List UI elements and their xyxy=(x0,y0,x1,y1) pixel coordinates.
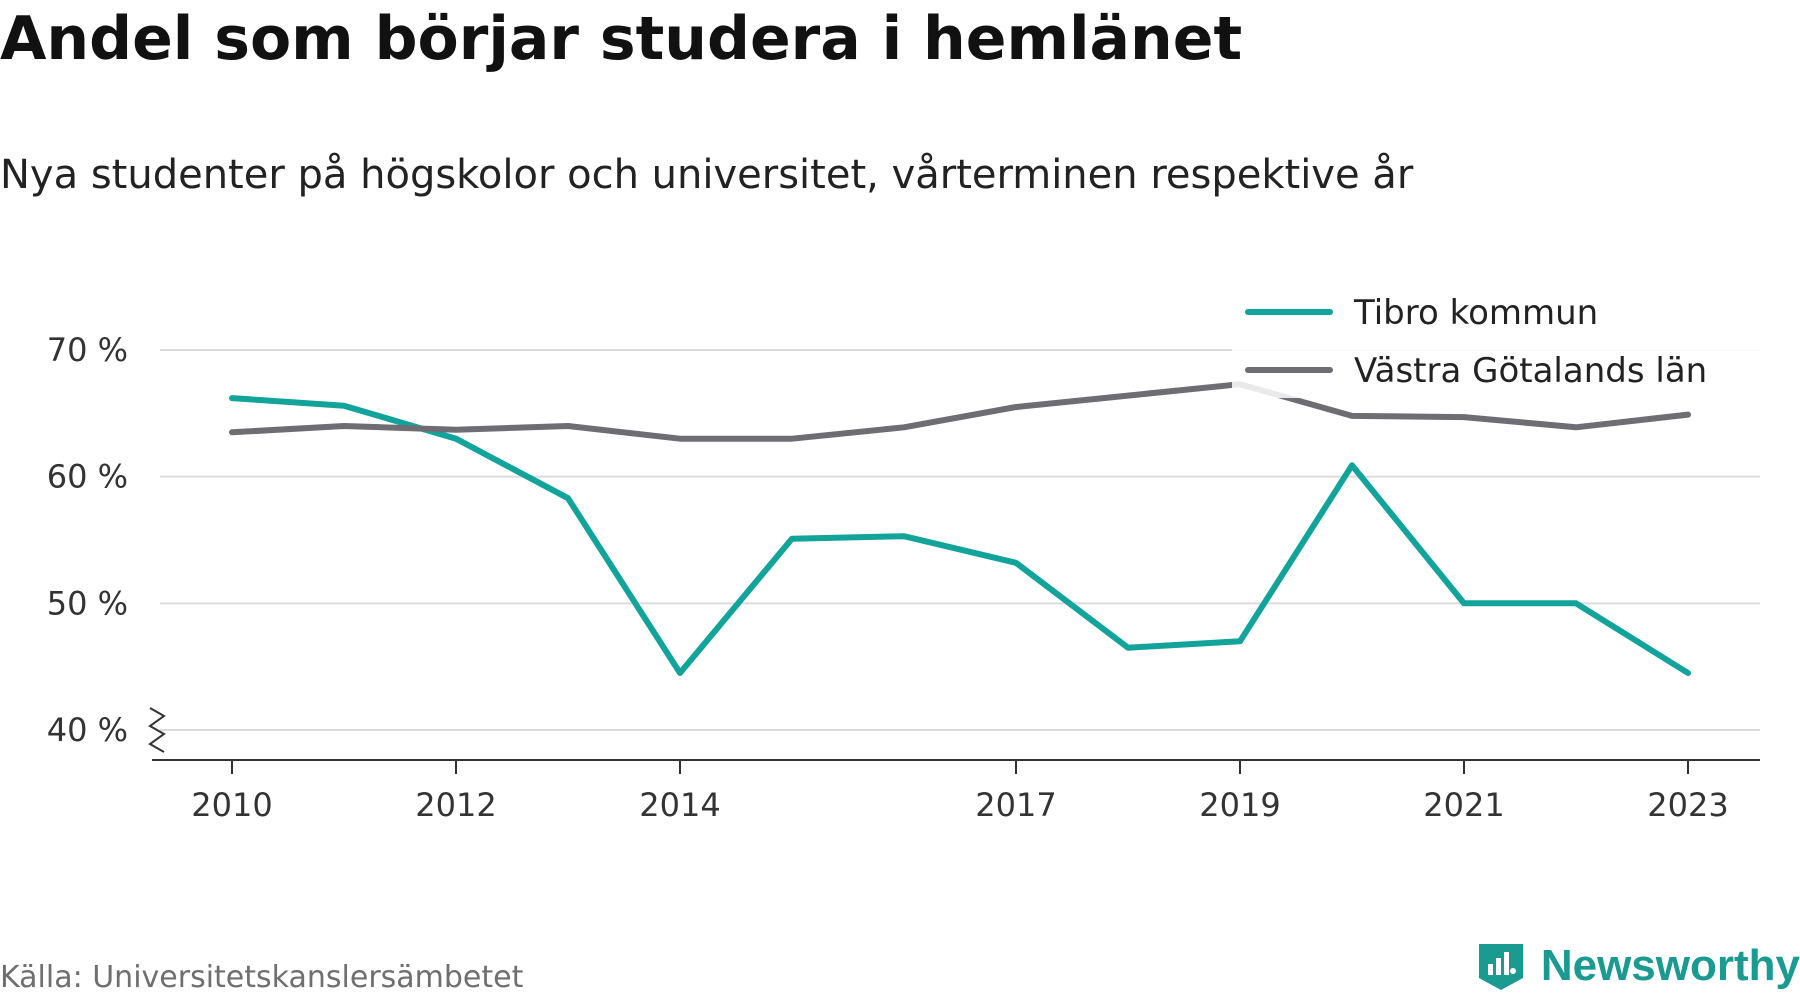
legend-label: Västra Götalands län xyxy=(1354,351,1707,391)
x-axis-ticks: 2010 2012 2014 2017 2019 2021 2023 xyxy=(191,760,1729,824)
legend-background xyxy=(1232,278,1760,398)
x-tick-label: 2017 xyxy=(975,786,1056,824)
legend-label: Tibro kommun xyxy=(1353,293,1598,333)
series-lines xyxy=(229,381,1691,676)
y-tick-label: 70 % xyxy=(47,331,128,369)
brand-logo: Newsworthy xyxy=(1475,940,1800,992)
x-tick-label: 2021 xyxy=(1423,786,1504,824)
y-tick-label: 60 % xyxy=(47,458,128,496)
y-tick-label: 40 % xyxy=(47,711,128,749)
x-axis xyxy=(148,707,1760,761)
series-line xyxy=(229,381,1691,442)
chart-subtitle: Nya studenter på högskolor och universit… xyxy=(0,152,1414,198)
y-tick-label: 50 % xyxy=(47,584,128,622)
x-tick-label: 2023 xyxy=(1647,786,1728,824)
x-tick-label: 2012 xyxy=(415,786,496,824)
axis-break-icon xyxy=(148,707,166,753)
legend: Tibro kommun Västra Götalands län xyxy=(1232,278,1760,398)
x-tick-label: 2010 xyxy=(191,786,272,824)
x-tick-label: 2019 xyxy=(1199,786,1280,824)
newsworthy-logo-icon xyxy=(1478,944,1523,990)
x-tick-label: 2014 xyxy=(639,786,720,824)
series-line xyxy=(229,395,1691,676)
gridlines xyxy=(160,349,1760,731)
chart-title: Andel som börjar studera i hemlänet xyxy=(0,4,1243,74)
y-axis-ticks: 40 % 50 % 60 % 70 % xyxy=(47,331,128,749)
brand-name: Newsworthy xyxy=(1540,941,1800,990)
source-note: Källa: Universitetskanslersämbetet xyxy=(0,960,524,995)
